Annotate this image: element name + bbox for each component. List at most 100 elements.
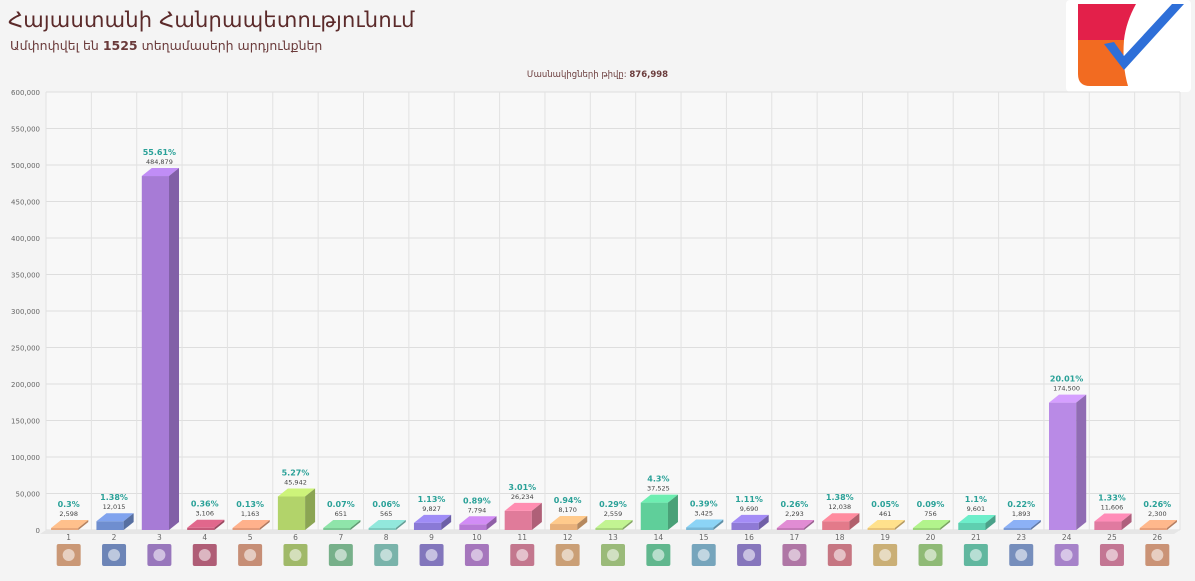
category-label: 19 (880, 533, 890, 542)
category-label: 5 (248, 533, 253, 542)
percent-label: 1.13% (418, 495, 446, 504)
bar-top (867, 520, 905, 528)
percent-label: 5.27% (282, 468, 310, 477)
party-logo-mark (516, 549, 529, 561)
category-label: 6 (293, 533, 298, 542)
bar-side (758, 514, 769, 530)
bar-top (51, 520, 89, 528)
bar (731, 522, 759, 530)
value-label: 9,690 (740, 505, 759, 513)
y-tick-label: 550,000 (11, 126, 40, 134)
party-logo-mark (788, 549, 801, 561)
bar-side (78, 520, 89, 530)
bar (912, 528, 941, 530)
party-logo-mark (652, 549, 665, 561)
value-label: 1,893 (1012, 510, 1031, 518)
bar (1139, 528, 1167, 530)
category-label: 1 (66, 533, 71, 542)
bar-side (804, 520, 815, 530)
party-logo-mark (924, 549, 937, 561)
category-label: 25 (1107, 533, 1117, 542)
participants-count: Մասնակիցների թիվը: 876,998 (0, 70, 1195, 80)
bar-side (577, 516, 588, 530)
category-label: 17 (790, 533, 800, 542)
value-label: 2,598 (59, 510, 78, 518)
category-label: 8 (384, 533, 389, 542)
subtitle-suffix: տեղամասերի արդյունքներ (141, 38, 323, 53)
y-tick-label: 200,000 (11, 381, 40, 389)
percent-label: 0.09% (917, 500, 945, 509)
bar-top (232, 520, 270, 528)
value-label: 756 (924, 510, 936, 518)
y-tick-label: 400,000 (11, 235, 40, 243)
bar-top (958, 514, 996, 523)
bar-side (1076, 394, 1087, 530)
percent-label: 0.26% (1143, 500, 1171, 509)
party-logo-mark (607, 549, 619, 561)
bar (368, 528, 396, 530)
y-tick-label: 300,000 (11, 308, 40, 316)
value-label: 12,015 (103, 503, 126, 511)
bar-side (441, 514, 452, 530)
y-tick-label: 100,000 (11, 454, 40, 462)
y-tick-label: 500,000 (11, 162, 40, 170)
bar-side (985, 514, 996, 530)
participants-value: 876,998 (629, 70, 669, 80)
percent-label: 0.26% (781, 500, 809, 509)
y-tick-label: 50,000 (16, 491, 41, 499)
category-label: 26 (1153, 533, 1163, 542)
bar-side (214, 519, 225, 530)
percent-label: 1.38% (826, 493, 854, 502)
party-logo-mark (244, 549, 257, 561)
percent-label: 20.01% (1050, 375, 1083, 384)
percent-label: 1.11% (735, 495, 763, 504)
bar (1094, 521, 1122, 530)
value-label: 12,038 (828, 503, 851, 511)
bar (504, 510, 532, 530)
value-label: 9,827 (422, 505, 441, 513)
bar (323, 528, 351, 530)
bar (776, 528, 805, 530)
bar-top (323, 520, 361, 528)
bar (1003, 528, 1031, 530)
bar-side (1030, 520, 1041, 530)
party-logo-mark (334, 549, 347, 561)
category-label: 3 (157, 533, 162, 542)
subtitle-prefix: Ամփոփվել են (10, 38, 99, 53)
bar-top (822, 513, 860, 522)
bar-side (531, 502, 542, 530)
percent-label: 1.33% (1098, 494, 1126, 503)
party-logo-mark (561, 549, 574, 561)
percent-label: 0.29% (599, 500, 627, 509)
bar-top (640, 494, 678, 503)
category-label: 7 (338, 533, 343, 542)
party-logo-mark (879, 549, 892, 561)
value-label: 11,606 (1101, 504, 1124, 512)
party-logo-mark (108, 549, 121, 561)
value-label: 26,234 (511, 493, 534, 501)
bar (51, 528, 79, 530)
category-label: 2 (112, 533, 117, 542)
percent-label: 0.39% (690, 499, 718, 508)
category-label: 18 (835, 533, 845, 542)
bar-top (504, 502, 542, 511)
party-logo-mark (833, 549, 846, 561)
bar (187, 527, 215, 530)
percent-label: 0.36% (191, 500, 219, 509)
bar-side (1121, 513, 1132, 530)
percent-label: 0.13% (236, 500, 264, 509)
bar-top (550, 516, 588, 525)
percent-label: 0.05% (871, 500, 899, 509)
value-label: 3,106 (195, 510, 214, 518)
category-label: 11 (518, 533, 528, 542)
bar (96, 521, 124, 530)
bar (459, 524, 487, 530)
category-label: 14 (654, 533, 664, 542)
bar-top (686, 519, 724, 528)
party-logo-mark (1151, 549, 1164, 561)
value-label: 45,942 (284, 478, 307, 486)
value-label: 2,293 (785, 510, 804, 518)
bar-side (259, 520, 270, 530)
bar-side (713, 519, 724, 530)
bar (640, 502, 668, 530)
